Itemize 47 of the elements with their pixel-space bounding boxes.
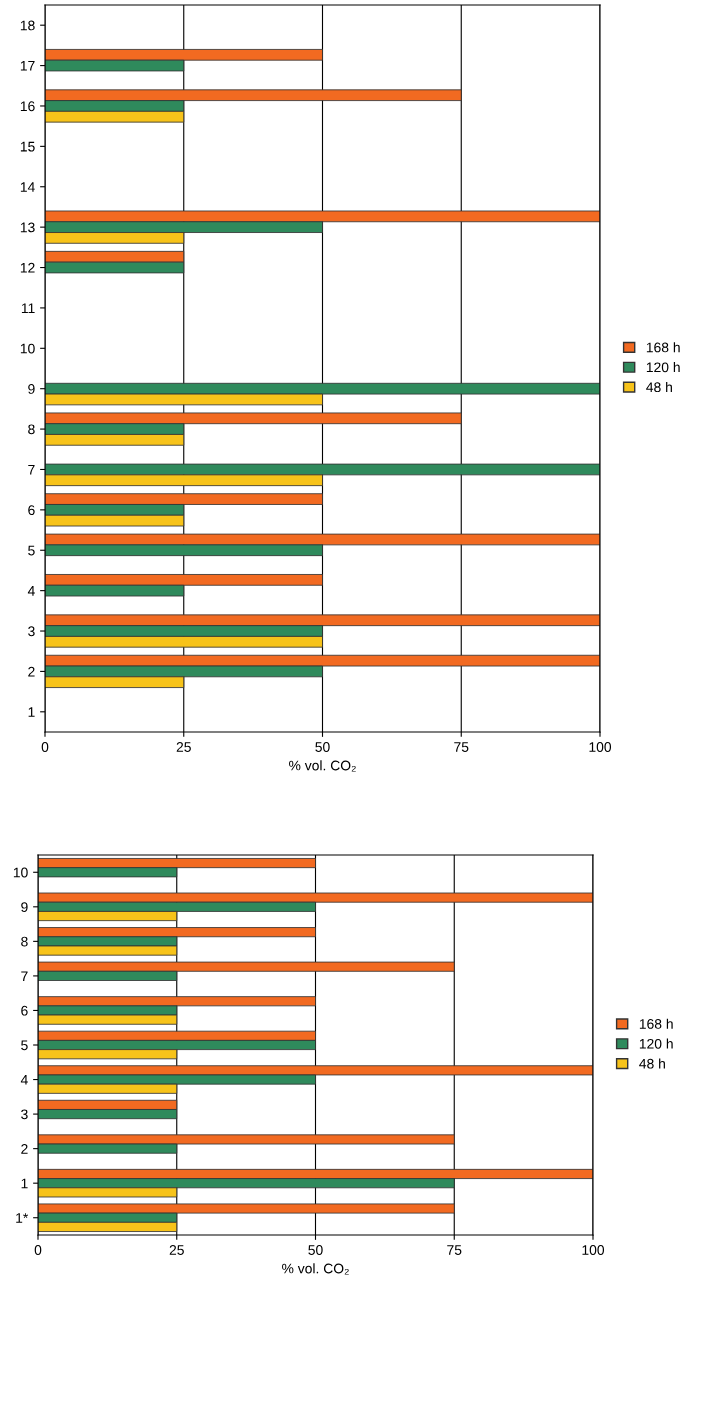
y-tick-label: 2 xyxy=(21,1143,28,1154)
y-tick-label: 11 xyxy=(21,303,35,313)
x-tick-label: 50 xyxy=(315,742,330,752)
y-tick-label: 1 xyxy=(28,707,35,717)
x-tick-label: 100 xyxy=(582,1245,605,1255)
y-tick-label: 6 xyxy=(21,1005,28,1016)
y-tick-label: 4 xyxy=(20,1075,28,1085)
y-tick-label: 1 xyxy=(21,1178,28,1189)
x-tick-label: 0 xyxy=(34,1245,42,1255)
y-tick-label: 13 xyxy=(20,222,35,233)
y-tick-label: 8 xyxy=(28,424,35,435)
y-tick-label: 14 xyxy=(20,182,35,192)
y-tick-label: 7 xyxy=(21,971,28,981)
x-tick-label: 0 xyxy=(41,742,49,752)
legend-label: 48 h xyxy=(646,381,672,393)
x-tick-label: 100 xyxy=(589,742,612,752)
y-tick-label: 5 xyxy=(28,545,35,556)
y-tick-label: 9 xyxy=(28,384,35,394)
y-tick-label: 4 xyxy=(27,586,35,596)
y-tick-label: 8 xyxy=(21,936,28,947)
legend-label: 48 h xyxy=(639,1058,665,1069)
x-tick-label: 25 xyxy=(176,742,191,752)
legend-label: 168 h xyxy=(646,342,680,353)
y-tick-label: 2 xyxy=(28,666,35,677)
y-tick-label: 9 xyxy=(21,902,28,912)
y-tick-label: 17 xyxy=(20,61,35,71)
y-tick-label: 1* xyxy=(16,1213,29,1223)
legend-label: 120 h xyxy=(639,1038,673,1049)
y-tick-label: 10 xyxy=(13,867,28,878)
y-tick-label: 3 xyxy=(21,1109,28,1120)
x-tick-label: 50 xyxy=(308,1245,323,1255)
y-tick-label: 10 xyxy=(20,343,35,354)
x-tick-label: 75 xyxy=(447,1245,462,1255)
y-tick-label: 3 xyxy=(28,626,35,637)
y-tick-label: 18 xyxy=(20,20,35,31)
x-axis-title: % vol. CO₂ xyxy=(289,760,356,772)
y-tick-label: 7 xyxy=(28,464,35,475)
y-tick-label: 12 xyxy=(20,262,35,273)
legend-label: 120 h xyxy=(646,362,680,373)
x-tick-label: 25 xyxy=(169,1245,184,1255)
y-tick-label: 6 xyxy=(28,505,35,516)
x-axis-title: % vol. CO₂ xyxy=(282,1263,349,1275)
y-tick-label: 16 xyxy=(20,101,35,112)
y-tick-label: 15 xyxy=(20,141,35,152)
legend-label: 168 h xyxy=(639,1018,673,1029)
y-tick-label: 5 xyxy=(21,1040,28,1051)
x-tick-label: 75 xyxy=(454,742,469,752)
